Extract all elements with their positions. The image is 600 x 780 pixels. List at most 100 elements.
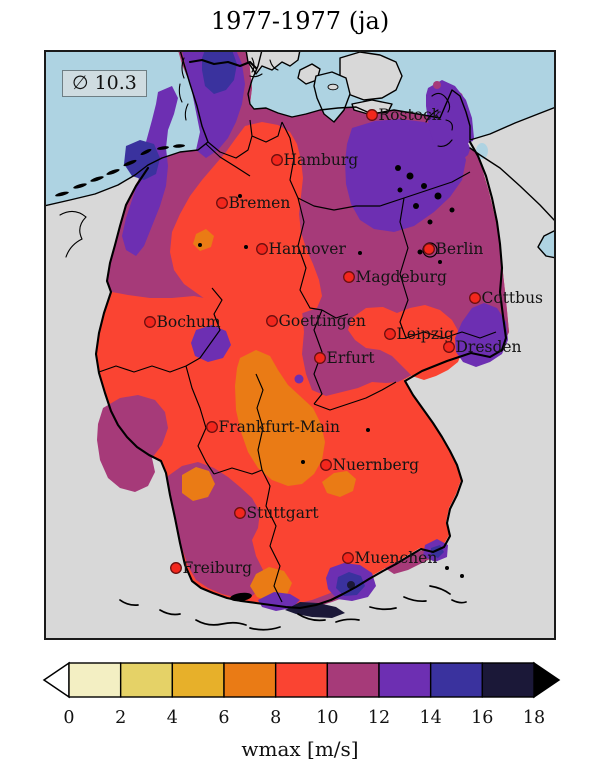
colorbar-segment-16-18	[481, 662, 535, 698]
city-marker	[170, 562, 182, 574]
city-marker	[320, 459, 332, 471]
colorbar-segment-14-16	[429, 662, 484, 698]
city-bremen: Bremen	[216, 194, 291, 212]
colorbar-segment-8-10	[274, 662, 329, 698]
contour-patch-6-8-franconia	[235, 350, 325, 486]
city-berlin: Berlin	[423, 240, 484, 258]
danish-border	[188, 58, 258, 70]
city-marker	[366, 109, 378, 121]
city-marker	[342, 552, 354, 564]
colorbar-over-arrow	[533, 661, 561, 699]
mean-annotation: ∅ 10.3	[62, 70, 147, 97]
city-marker	[423, 243, 435, 255]
city-marker	[144, 316, 156, 328]
city-marker	[384, 328, 396, 340]
colorbar-under-arrow	[42, 661, 70, 699]
colorbar-segment-4-6	[171, 662, 225, 698]
colorbar-segments	[42, 661, 561, 699]
island-lolland	[351, 99, 393, 115]
city-label: Bochum	[157, 313, 221, 331]
foreign-land-overlays	[245, 50, 556, 259]
city-label: Cottbus	[482, 289, 544, 307]
city-label: Muenchen	[355, 549, 438, 567]
colorbar-tick-6: 6	[218, 708, 229, 728]
contour-patch-6-8-west	[182, 467, 215, 501]
alps-relief	[119, 585, 467, 631]
city-label: Stuttgart	[247, 504, 320, 522]
city-label: Dresden	[456, 338, 522, 356]
germany-wmax-contour-map: Rostock Hamburg Bremen Hannover Berlin Magdeb…	[44, 50, 556, 640]
colorbar-segment-10-12	[326, 662, 380, 698]
city-marker	[443, 341, 455, 353]
city-marker	[256, 243, 268, 255]
city-marker	[234, 507, 246, 519]
city-marker	[216, 197, 228, 209]
city-magdeburg: Magdeburg	[343, 268, 447, 286]
city-hamburg: Hamburg	[271, 151, 358, 169]
contour-patch-16-18-dot	[347, 581, 355, 589]
colorbar-tick-16: 16	[471, 708, 493, 728]
city-marker	[206, 421, 218, 433]
city-leipzig: Leipzig	[384, 325, 454, 343]
city-marker	[271, 154, 283, 166]
germany-border	[94, 140, 508, 610]
colorbar-tick-14: 14	[420, 708, 442, 728]
city-label: Nuernberg	[333, 456, 420, 474]
contour-patch-12-14-lusatia	[455, 303, 508, 367]
city-stuttgart: Stuttgart	[234, 504, 320, 522]
city-bochum: Bochum	[144, 313, 221, 331]
colorbar-segment-0-2	[68, 662, 122, 698]
city-nuernberg: Nuernberg	[320, 456, 420, 474]
colorbar-tick-10: 10	[316, 708, 338, 728]
city-label: Goettingen	[279, 312, 366, 330]
city-label: Erfurt	[327, 349, 376, 367]
city-label: Freiburg	[183, 559, 253, 577]
figure-title: 1977-1977 (ja)	[210, 7, 390, 35]
colorbar-label: wmax [m/s]	[241, 737, 358, 761]
map-frame	[44, 50, 556, 640]
colorbar-tick-0: 0	[63, 708, 74, 728]
colorbar-tick-8: 8	[270, 708, 281, 728]
contour-patch-8-10-tongue	[170, 122, 322, 314]
city-label: Frankfurt-Main	[219, 418, 340, 436]
city-marker	[266, 315, 278, 327]
colorbar-segment-12-14	[378, 662, 432, 698]
colorbar-tick-18: 18	[523, 708, 545, 728]
city-muenchen: Muenchen	[342, 549, 438, 567]
wadden-islands	[55, 144, 185, 197]
city-label: Hannover	[269, 240, 347, 258]
city-marker	[314, 352, 326, 364]
city-label: Rostock	[379, 106, 442, 124]
city-hannover: Hannover	[256, 240, 347, 258]
city-label: Bremen	[229, 194, 291, 212]
colorbar-tick-4: 4	[167, 708, 178, 728]
colorbar-tick-2: 2	[115, 708, 126, 728]
colorbar-tick-12: 12	[368, 708, 390, 728]
city-label: Magdeburg	[356, 268, 447, 286]
poland-coast	[468, 107, 556, 222]
city-rostock: Rostock	[366, 106, 442, 124]
colorbar-segment-2-4	[119, 662, 174, 698]
colorbar-ticks: 0 2 4 6 8 10 12 14 16 18	[63, 708, 545, 728]
city-marker	[343, 271, 355, 283]
colorbar-segment-6-8	[223, 662, 277, 698]
city-label: Leipzig	[397, 325, 454, 343]
city-cottbus: Cottbus	[469, 289, 544, 307]
contour-patch-12-14-dot	[294, 374, 304, 384]
city-markers: Rostock Hamburg Bremen Hannover Berlin Magdeb…	[144, 106, 544, 577]
island-fehmarn	[327, 83, 339, 91]
contour-patch-10-12-dot-ruegen	[433, 81, 441, 89]
contour-patch-12-14-mecklenburg	[345, 119, 466, 232]
denmark-mainland	[245, 50, 301, 75]
city-frankfurt-main: Frankfurt-Main	[206, 418, 340, 436]
contour-patch-16-18-bodensee-rim	[285, 602, 345, 618]
city-freiburg: Freiburg	[170, 559, 253, 577]
contour-patch-6-8-se-nuernberg	[322, 471, 356, 497]
city-marker	[469, 292, 481, 304]
contour-patch-8-10-leipzig-dresden	[348, 305, 463, 380]
contour-patch-10-12-alpine-b	[385, 548, 436, 574]
city-goettingen: Goettingen	[266, 312, 366, 330]
city-erfurt: Erfurt	[314, 349, 376, 367]
city-label: Berlin	[436, 240, 484, 258]
